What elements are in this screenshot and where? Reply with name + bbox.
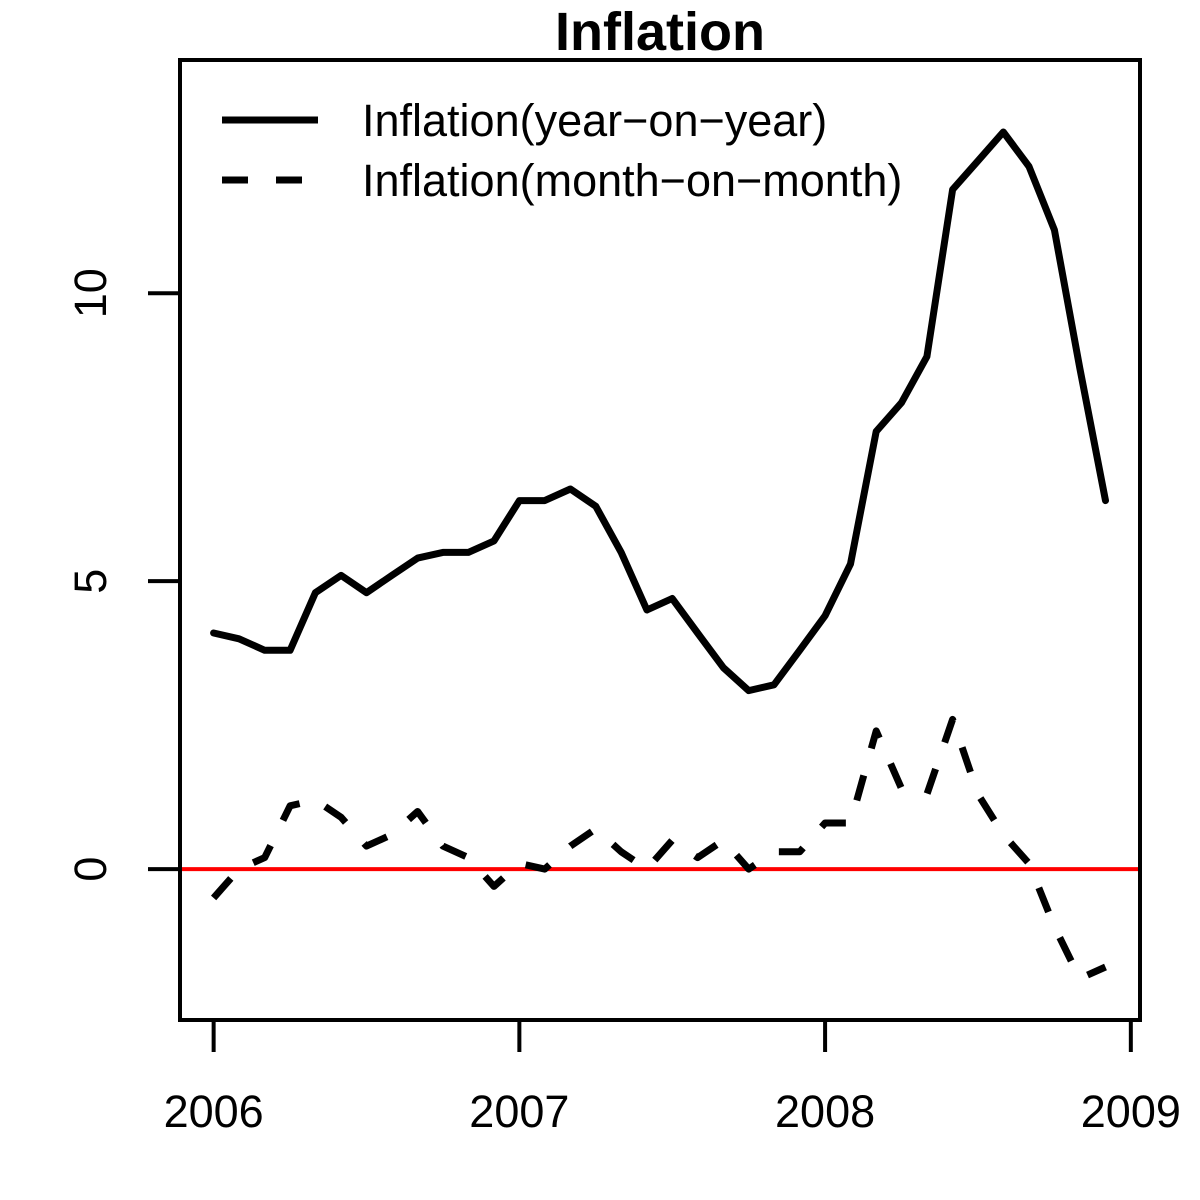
x-tick-label: 2006 bbox=[164, 1086, 264, 1137]
y-tick-label: 10 bbox=[65, 268, 116, 318]
x-tick-label: 2009 bbox=[1081, 1086, 1181, 1137]
series-line-yoy bbox=[210, 128, 1109, 695]
x-axis: 2006 2007 2008 2009 bbox=[164, 1018, 1181, 1137]
legend-label-yoy: Inflation(year−on−year) bbox=[362, 95, 827, 146]
legend-label-mom: Inflation(month−on−month) bbox=[362, 155, 902, 206]
plot-frame bbox=[178, 58, 1142, 1022]
chart-title: Inflation bbox=[555, 2, 765, 62]
y-axis: 0 5 10 bbox=[65, 268, 180, 882]
x-tick-label: 2008 bbox=[775, 1086, 875, 1137]
x-tick-label: 2007 bbox=[469, 1086, 569, 1137]
series-layer bbox=[210, 128, 1109, 982]
legend: Inflation(year−on−year) Inflation(month−… bbox=[222, 95, 902, 206]
series-line-mom bbox=[210, 715, 1107, 982]
y-tick-label: 5 bbox=[65, 569, 116, 594]
y-tick-label: 0 bbox=[65, 857, 116, 882]
